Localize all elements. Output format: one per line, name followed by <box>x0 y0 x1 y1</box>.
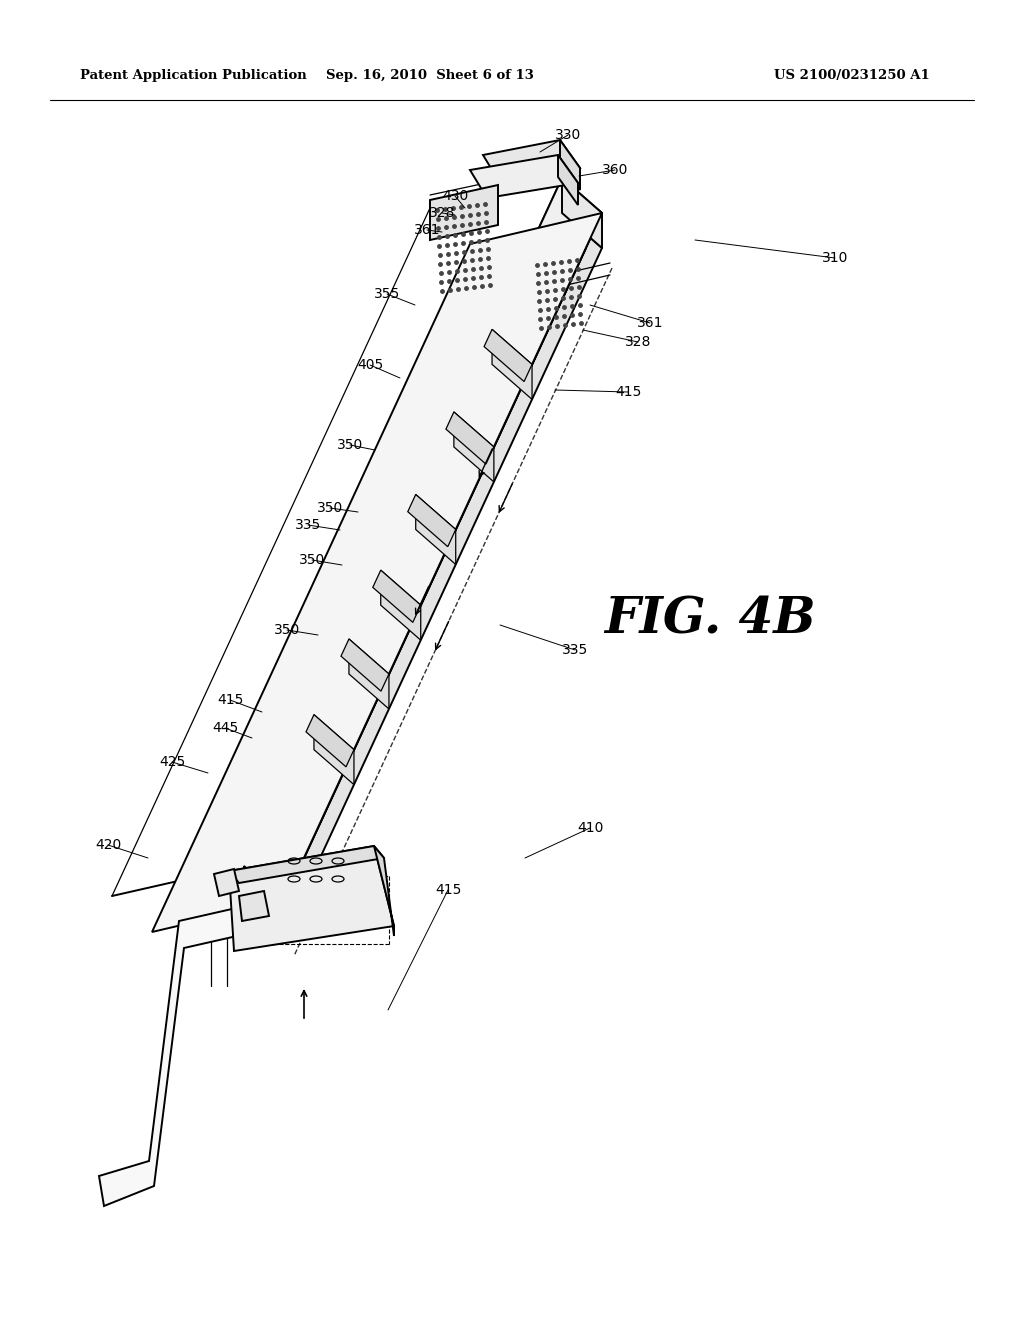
Text: 420: 420 <box>95 838 121 851</box>
Polygon shape <box>560 140 580 190</box>
Text: 361: 361 <box>414 223 440 238</box>
Text: 310: 310 <box>822 251 848 265</box>
Polygon shape <box>244 213 602 936</box>
Polygon shape <box>306 714 354 767</box>
Text: 328: 328 <box>429 206 456 220</box>
Polygon shape <box>454 412 494 482</box>
Polygon shape <box>381 570 421 640</box>
Polygon shape <box>341 639 389 692</box>
Text: Patent Application Publication: Patent Application Publication <box>80 69 307 82</box>
Polygon shape <box>314 714 354 784</box>
Text: 330: 330 <box>555 128 582 143</box>
Text: US 2100/0231250 A1: US 2100/0231250 A1 <box>774 69 930 82</box>
Text: 415: 415 <box>614 385 641 399</box>
Text: 350: 350 <box>337 438 364 451</box>
Polygon shape <box>445 412 494 465</box>
Polygon shape <box>374 846 394 936</box>
Polygon shape <box>562 178 602 248</box>
Text: 361: 361 <box>637 315 664 330</box>
Polygon shape <box>99 904 259 1206</box>
Text: 328: 328 <box>625 335 651 348</box>
Polygon shape <box>484 330 532 381</box>
Text: 410: 410 <box>577 821 603 836</box>
Text: 415: 415 <box>217 693 243 708</box>
Polygon shape <box>244 178 602 902</box>
Text: 405: 405 <box>357 358 383 372</box>
Text: 415: 415 <box>435 883 461 898</box>
Polygon shape <box>493 330 532 400</box>
Text: 335: 335 <box>295 517 322 532</box>
Polygon shape <box>430 185 498 240</box>
Polygon shape <box>152 213 602 932</box>
Text: FIG. 4B: FIG. 4B <box>604 595 816 644</box>
Polygon shape <box>349 639 389 709</box>
Text: 335: 335 <box>562 643 588 657</box>
Text: 350: 350 <box>299 553 326 568</box>
Text: 445: 445 <box>212 721 239 735</box>
Text: Sep. 16, 2010  Sheet 6 of 13: Sep. 16, 2010 Sheet 6 of 13 <box>326 69 534 82</box>
Polygon shape <box>470 154 578 198</box>
Text: 355: 355 <box>374 286 400 301</box>
Polygon shape <box>373 570 421 622</box>
Polygon shape <box>239 891 269 921</box>
Text: 360: 360 <box>602 162 628 177</box>
Text: 350: 350 <box>316 502 343 515</box>
Polygon shape <box>229 846 394 950</box>
Polygon shape <box>244 866 284 936</box>
Polygon shape <box>214 869 239 896</box>
Polygon shape <box>416 495 456 565</box>
Polygon shape <box>558 154 578 205</box>
Polygon shape <box>229 846 384 883</box>
Text: 430: 430 <box>442 189 468 203</box>
Text: 350: 350 <box>273 623 300 638</box>
Polygon shape <box>483 140 580 183</box>
Polygon shape <box>408 495 456 546</box>
Text: 425: 425 <box>159 755 185 770</box>
